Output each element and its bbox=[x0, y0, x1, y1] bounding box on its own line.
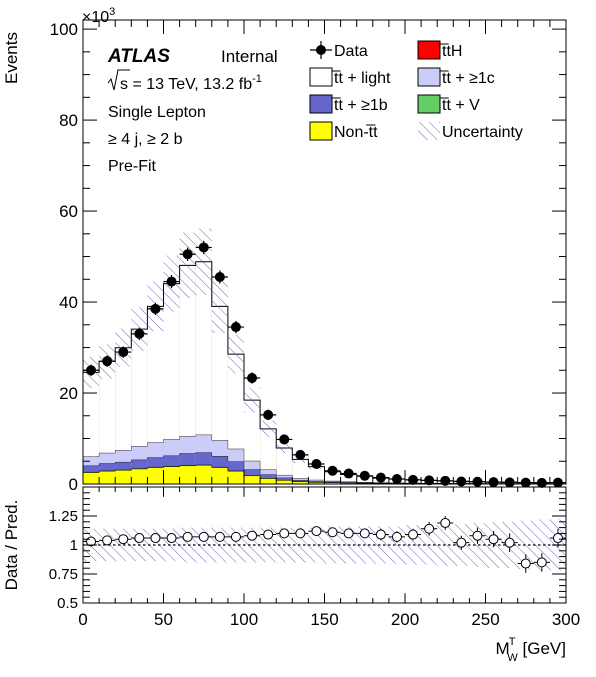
legend-swatch-ttV bbox=[418, 95, 440, 113]
legend-swatch-ttc bbox=[418, 68, 440, 86]
main-ytick-label-0: 0 bbox=[69, 475, 78, 494]
atlas-status: Internal bbox=[221, 47, 278, 66]
legend-entry-ttlight: t̅t + light bbox=[310, 68, 391, 87]
xtick-label-50: 50 bbox=[154, 610, 173, 629]
selection-line-3: Pre-Fit bbox=[108, 158, 157, 175]
legend-entry-ttc: t̅t + ≥1c bbox=[418, 68, 495, 87]
legend-entry-unc: Uncertainty bbox=[418, 122, 523, 141]
x-label-sub: W bbox=[507, 652, 518, 664]
xtick-label-150: 150 bbox=[310, 610, 338, 629]
selection-line-1: Single Lepton bbox=[108, 104, 206, 121]
unc-bin-7 bbox=[196, 228, 212, 295]
svg-text:MTW [GeV]: MTW [GeV] bbox=[496, 636, 566, 664]
legend-label-ttH: t̅tH bbox=[439, 43, 462, 60]
unc-bin-11 bbox=[260, 421, 276, 438]
bar-nontt-8 bbox=[212, 468, 228, 484]
xtick-label-100: 100 bbox=[230, 610, 258, 629]
atlas-experiment: ATLAS bbox=[107, 46, 170, 67]
energy-prefix: s bbox=[120, 76, 128, 93]
main-ytick-label-80: 80 bbox=[59, 111, 78, 130]
legend-swatch-ttH bbox=[418, 41, 440, 59]
legend-label-ttb: t̅t + ≥1b bbox=[331, 97, 388, 114]
xtick-label-0: 0 bbox=[78, 610, 87, 629]
svg-text:s = 13 TeV, 13.2 fb-1: s = 13 TeV, 13.2 fb-1 bbox=[120, 73, 262, 93]
bar-nontt-0 bbox=[83, 473, 99, 484]
legend-entry-nontt: Non-t̅t bbox=[310, 122, 378, 141]
unc-bin-8 bbox=[212, 280, 228, 333]
lumi-exponent: -1 bbox=[252, 73, 262, 85]
legend-entry-ttb: t̅t + ≥1b bbox=[310, 95, 388, 114]
unc-bin-10 bbox=[244, 388, 260, 413]
exponent-base: ×10 bbox=[82, 9, 109, 26]
ratio-ytick-label-0: 0.5 bbox=[57, 595, 78, 612]
exponent-power: 3 bbox=[109, 6, 115, 18]
xtick-label-250: 250 bbox=[471, 610, 499, 629]
main-ytick-label-60: 60 bbox=[59, 202, 78, 221]
legend-entry-ttV: t̅t + V bbox=[418, 95, 480, 114]
legend-entry-ttH: t̅tH bbox=[418, 41, 462, 60]
xtick-label-200: 200 bbox=[391, 610, 419, 629]
x-label-unit: [GeV] bbox=[518, 639, 566, 658]
bar-nontt-6 bbox=[180, 466, 196, 484]
x-label-sup: T bbox=[509, 636, 516, 648]
bar-nontt-4 bbox=[147, 468, 163, 484]
bar-nontt-10 bbox=[244, 476, 260, 484]
bar-nontt-2 bbox=[115, 470, 131, 484]
bar-nontt-7 bbox=[196, 465, 212, 484]
ratio-ytick-label-2: 1 bbox=[70, 537, 78, 554]
legend-label-unc: Uncertainty bbox=[442, 124, 523, 141]
bar-nontt-12 bbox=[276, 480, 292, 484]
legend-data-marker-icon bbox=[316, 45, 326, 55]
unc-bin-9 bbox=[228, 335, 244, 374]
bar-nontt-5 bbox=[164, 467, 180, 484]
bar-nontt-1 bbox=[99, 471, 115, 484]
main-y-axis-label: Events bbox=[2, 32, 21, 84]
ratio-ytick-label-3: 1.25 bbox=[49, 508, 78, 525]
legend-swatch-nontt bbox=[310, 122, 332, 140]
bar-nontt-3 bbox=[131, 469, 147, 484]
legend-label-ttV: t̅t + V bbox=[439, 97, 480, 114]
main-ytick-label-100: 100 bbox=[50, 20, 78, 39]
legend-swatch-ttb bbox=[310, 95, 332, 113]
ratio-y-axis-label: Data / Pred. bbox=[2, 500, 21, 591]
legend-label-nontt: Non-t̅t bbox=[334, 124, 378, 141]
unc-bin-6 bbox=[180, 233, 196, 299]
ratio-ytick-label-1: 0.75 bbox=[49, 566, 78, 583]
legend-swatch-ttlight bbox=[310, 68, 332, 86]
main-ytick-label-20: 20 bbox=[59, 384, 78, 403]
legend-hatch-swatch bbox=[418, 122, 440, 140]
bar-nontt-9 bbox=[228, 471, 244, 484]
legend-label-ttlight: t̅t + light bbox=[331, 70, 391, 87]
bar-nontt-11 bbox=[260, 479, 276, 484]
xtick-label-300: 300 bbox=[552, 610, 580, 629]
main-ytick-label-40: 40 bbox=[59, 293, 78, 312]
legend-label-ttc: t̅t + ≥1c bbox=[439, 70, 495, 87]
energy-text: = 13 TeV, 13.2 fb bbox=[128, 76, 252, 93]
selection-line-2: ≥ 4 j, ≥ 2 b bbox=[108, 131, 183, 148]
legend-label-data: Data bbox=[334, 43, 368, 60]
